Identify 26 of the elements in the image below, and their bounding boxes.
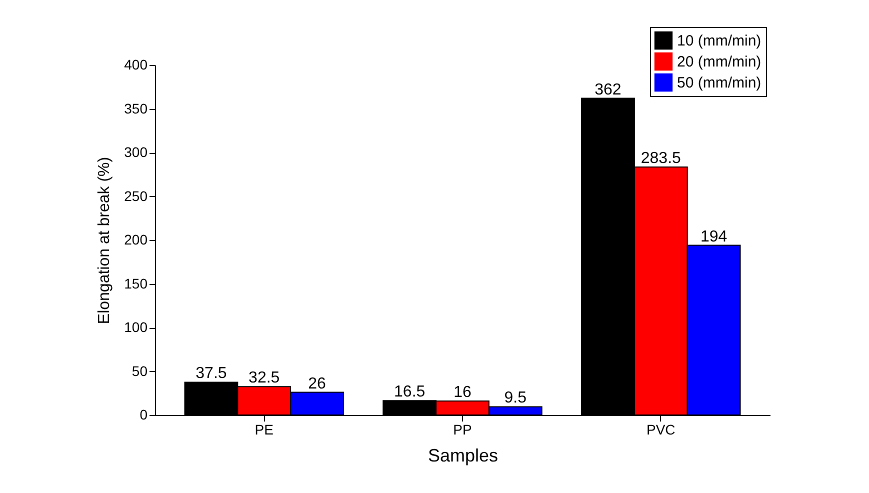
y-tick-label: 100 xyxy=(124,319,148,335)
x-tick-label: PP xyxy=(453,422,472,438)
y-tick-label: 250 xyxy=(124,188,148,204)
data-label: 26 xyxy=(308,375,326,392)
y-tick-label: 200 xyxy=(124,232,148,248)
data-label: 32.5 xyxy=(248,370,280,387)
y-tick-label: 150 xyxy=(124,275,148,292)
x-tick-label: PVC xyxy=(646,422,676,438)
y-tick-label: 50 xyxy=(132,362,148,379)
y-tick-label: 350 xyxy=(124,100,148,116)
y-tick-label: 300 xyxy=(124,144,148,160)
legend-label: 50 (mm/min) xyxy=(677,74,762,92)
data-label: 16 xyxy=(454,384,472,401)
legend-label: 10 (mm/min) xyxy=(677,32,762,50)
data-label: 194 xyxy=(700,228,728,246)
data-label: 16.5 xyxy=(394,384,426,401)
legend-label: 20 (mm/min) xyxy=(677,54,762,70)
data-label: 37.5 xyxy=(196,365,227,382)
data-label: 283.5 xyxy=(640,150,682,167)
data-label: 9.5 xyxy=(504,390,527,407)
data-label: 362 xyxy=(594,81,622,98)
x-tick-label: PE xyxy=(254,422,274,438)
x-axis-title: Samples xyxy=(428,446,498,466)
y-axis-title: Elongation at break (%) xyxy=(96,156,114,324)
y-tick-label: 400 xyxy=(124,56,148,72)
y-tick-label: 0 xyxy=(140,406,148,422)
